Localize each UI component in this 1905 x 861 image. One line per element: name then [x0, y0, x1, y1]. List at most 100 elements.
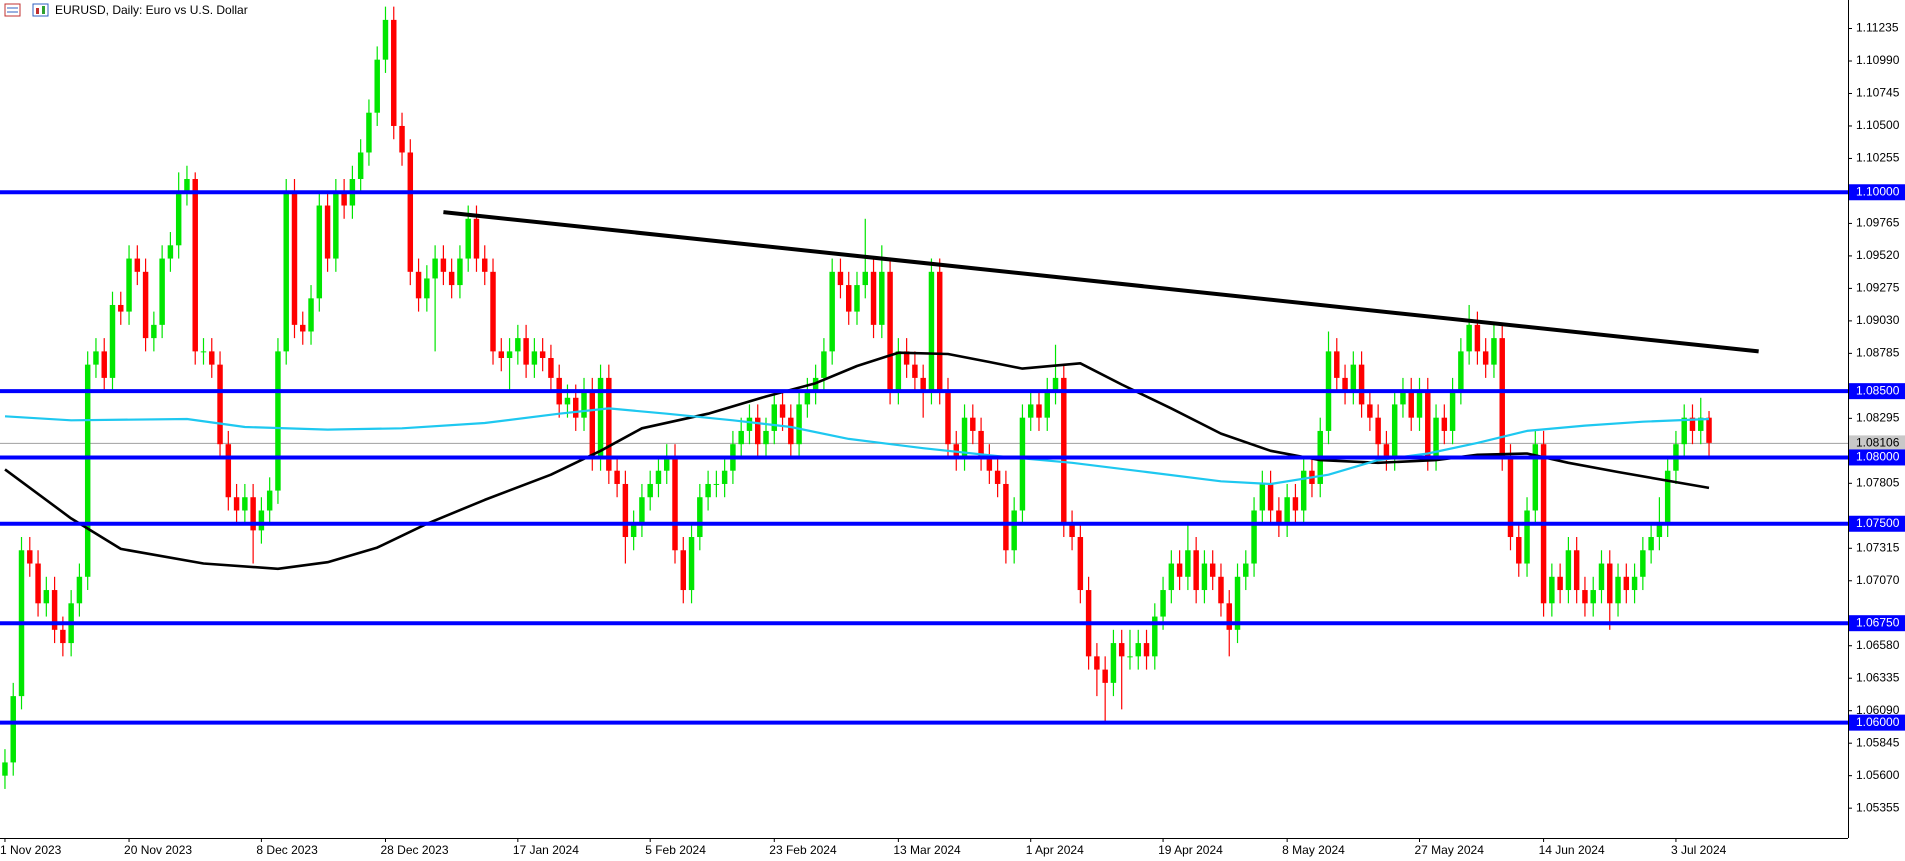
x-tick-label: 19 Apr 2024 [1158, 843, 1223, 857]
candle-body [1003, 483, 1009, 551]
candle-body [316, 205, 323, 299]
candle-body [1243, 563, 1249, 577]
candle-body [101, 351, 107, 378]
candle-body [746, 417, 753, 431]
level-label-box [1849, 184, 1905, 201]
candle-body [573, 397, 579, 418]
icon [42, 6, 45, 14]
candle-body [1466, 324, 1472, 352]
candle-body [738, 430, 744, 445]
candle-body [1061, 377, 1067, 524]
x-tick-label: 8 Dec 2023 [256, 843, 318, 857]
candle-body [300, 324, 306, 332]
candle-body [936, 271, 943, 392]
candle-body [680, 550, 687, 591]
level-label: 1.08500 [1856, 383, 1900, 397]
candle-body [1607, 563, 1613, 604]
icon [36, 8, 39, 14]
candle-body [200, 351, 207, 353]
candle-body [1350, 364, 1357, 392]
candle-body [1698, 417, 1704, 431]
candle-body [1631, 576, 1638, 591]
candle-body [961, 417, 968, 458]
candle-body [275, 351, 281, 491]
candle-body [1358, 364, 1365, 405]
candle-body [167, 245, 174, 259]
candle-body [1209, 563, 1216, 577]
y-tick-label: 1.07805 [1856, 475, 1900, 489]
candle-body [374, 59, 380, 113]
candle-body [779, 404, 786, 418]
y-tick-label: 1.06580 [1856, 638, 1900, 652]
candle-body [1118, 643, 1125, 657]
x-tick-label: 5 Feb 2024 [645, 843, 706, 857]
candle-body [895, 351, 902, 392]
candle-body [424, 278, 430, 299]
trendline [443, 210, 1759, 354]
y-tick-label: 1.10255 [1856, 151, 1900, 165]
candle-body [1474, 324, 1481, 352]
candle-body [1168, 563, 1175, 591]
candle-body [1110, 643, 1117, 683]
candle-body [970, 417, 976, 431]
candle-body [614, 470, 620, 484]
y-tick-label: 1.07315 [1856, 540, 1900, 554]
candle-body [1367, 404, 1373, 418]
candle-body [920, 377, 926, 392]
candle-body [1549, 576, 1555, 604]
chart-title: EURUSD, Daily: Euro vs U.S. Dollar [55, 3, 248, 17]
candle-body [1408, 391, 1414, 418]
candle-body [1251, 510, 1257, 564]
candle-body [647, 483, 653, 498]
candle-body [457, 258, 463, 286]
candle-body [134, 258, 141, 272]
candle-body [994, 470, 1001, 484]
candle-body [1615, 576, 1621, 604]
candle-body [175, 192, 182, 246]
candle-body [1342, 377, 1348, 392]
candle-body [1425, 391, 1431, 458]
candle-body [1449, 391, 1456, 431]
y-tick-label: 1.07070 [1856, 573, 1900, 587]
y-tick-label: 1.10745 [1856, 86, 1900, 100]
candle-body [548, 358, 554, 378]
candle-body [1135, 643, 1141, 657]
candle-body [473, 218, 480, 259]
candle-body [515, 338, 521, 352]
candle-body [1276, 510, 1282, 524]
y-tick-label: 1.05845 [1856, 735, 1900, 749]
candle-body [1582, 590, 1588, 604]
y-tick-label: 1.08785 [1856, 346, 1900, 360]
candle-body [1160, 590, 1166, 617]
candle-body [1152, 616, 1158, 657]
candle-body [217, 364, 223, 445]
candle-body [1094, 656, 1100, 670]
candle-body [664, 457, 670, 471]
candle-body [870, 271, 877, 325]
candle-body [482, 258, 488, 272]
candle-body [1036, 404, 1042, 418]
candle-body [1193, 550, 1199, 591]
candle-body [713, 483, 720, 485]
candle-body [118, 304, 124, 312]
candle-body [1400, 391, 1406, 405]
candle-body [1334, 351, 1340, 378]
candle-body [266, 490, 273, 511]
candle-body [523, 338, 529, 365]
candle-body [771, 404, 778, 431]
candle-body [151, 324, 157, 339]
candle-body [1027, 404, 1034, 418]
candle-body [1052, 377, 1059, 392]
candle-body [639, 497, 645, 524]
x-tick-label: 14 Jun 2024 [1539, 843, 1605, 857]
level-label: 1.07500 [1856, 516, 1900, 530]
candle-body [1507, 457, 1514, 538]
candle-body [788, 417, 794, 445]
candle-body [126, 258, 132, 312]
candle-body [1590, 590, 1596, 604]
y-tick-label: 1.09765 [1856, 216, 1900, 230]
candle-body [763, 430, 769, 445]
candle-body [1524, 510, 1530, 564]
candle-body [1234, 576, 1241, 630]
